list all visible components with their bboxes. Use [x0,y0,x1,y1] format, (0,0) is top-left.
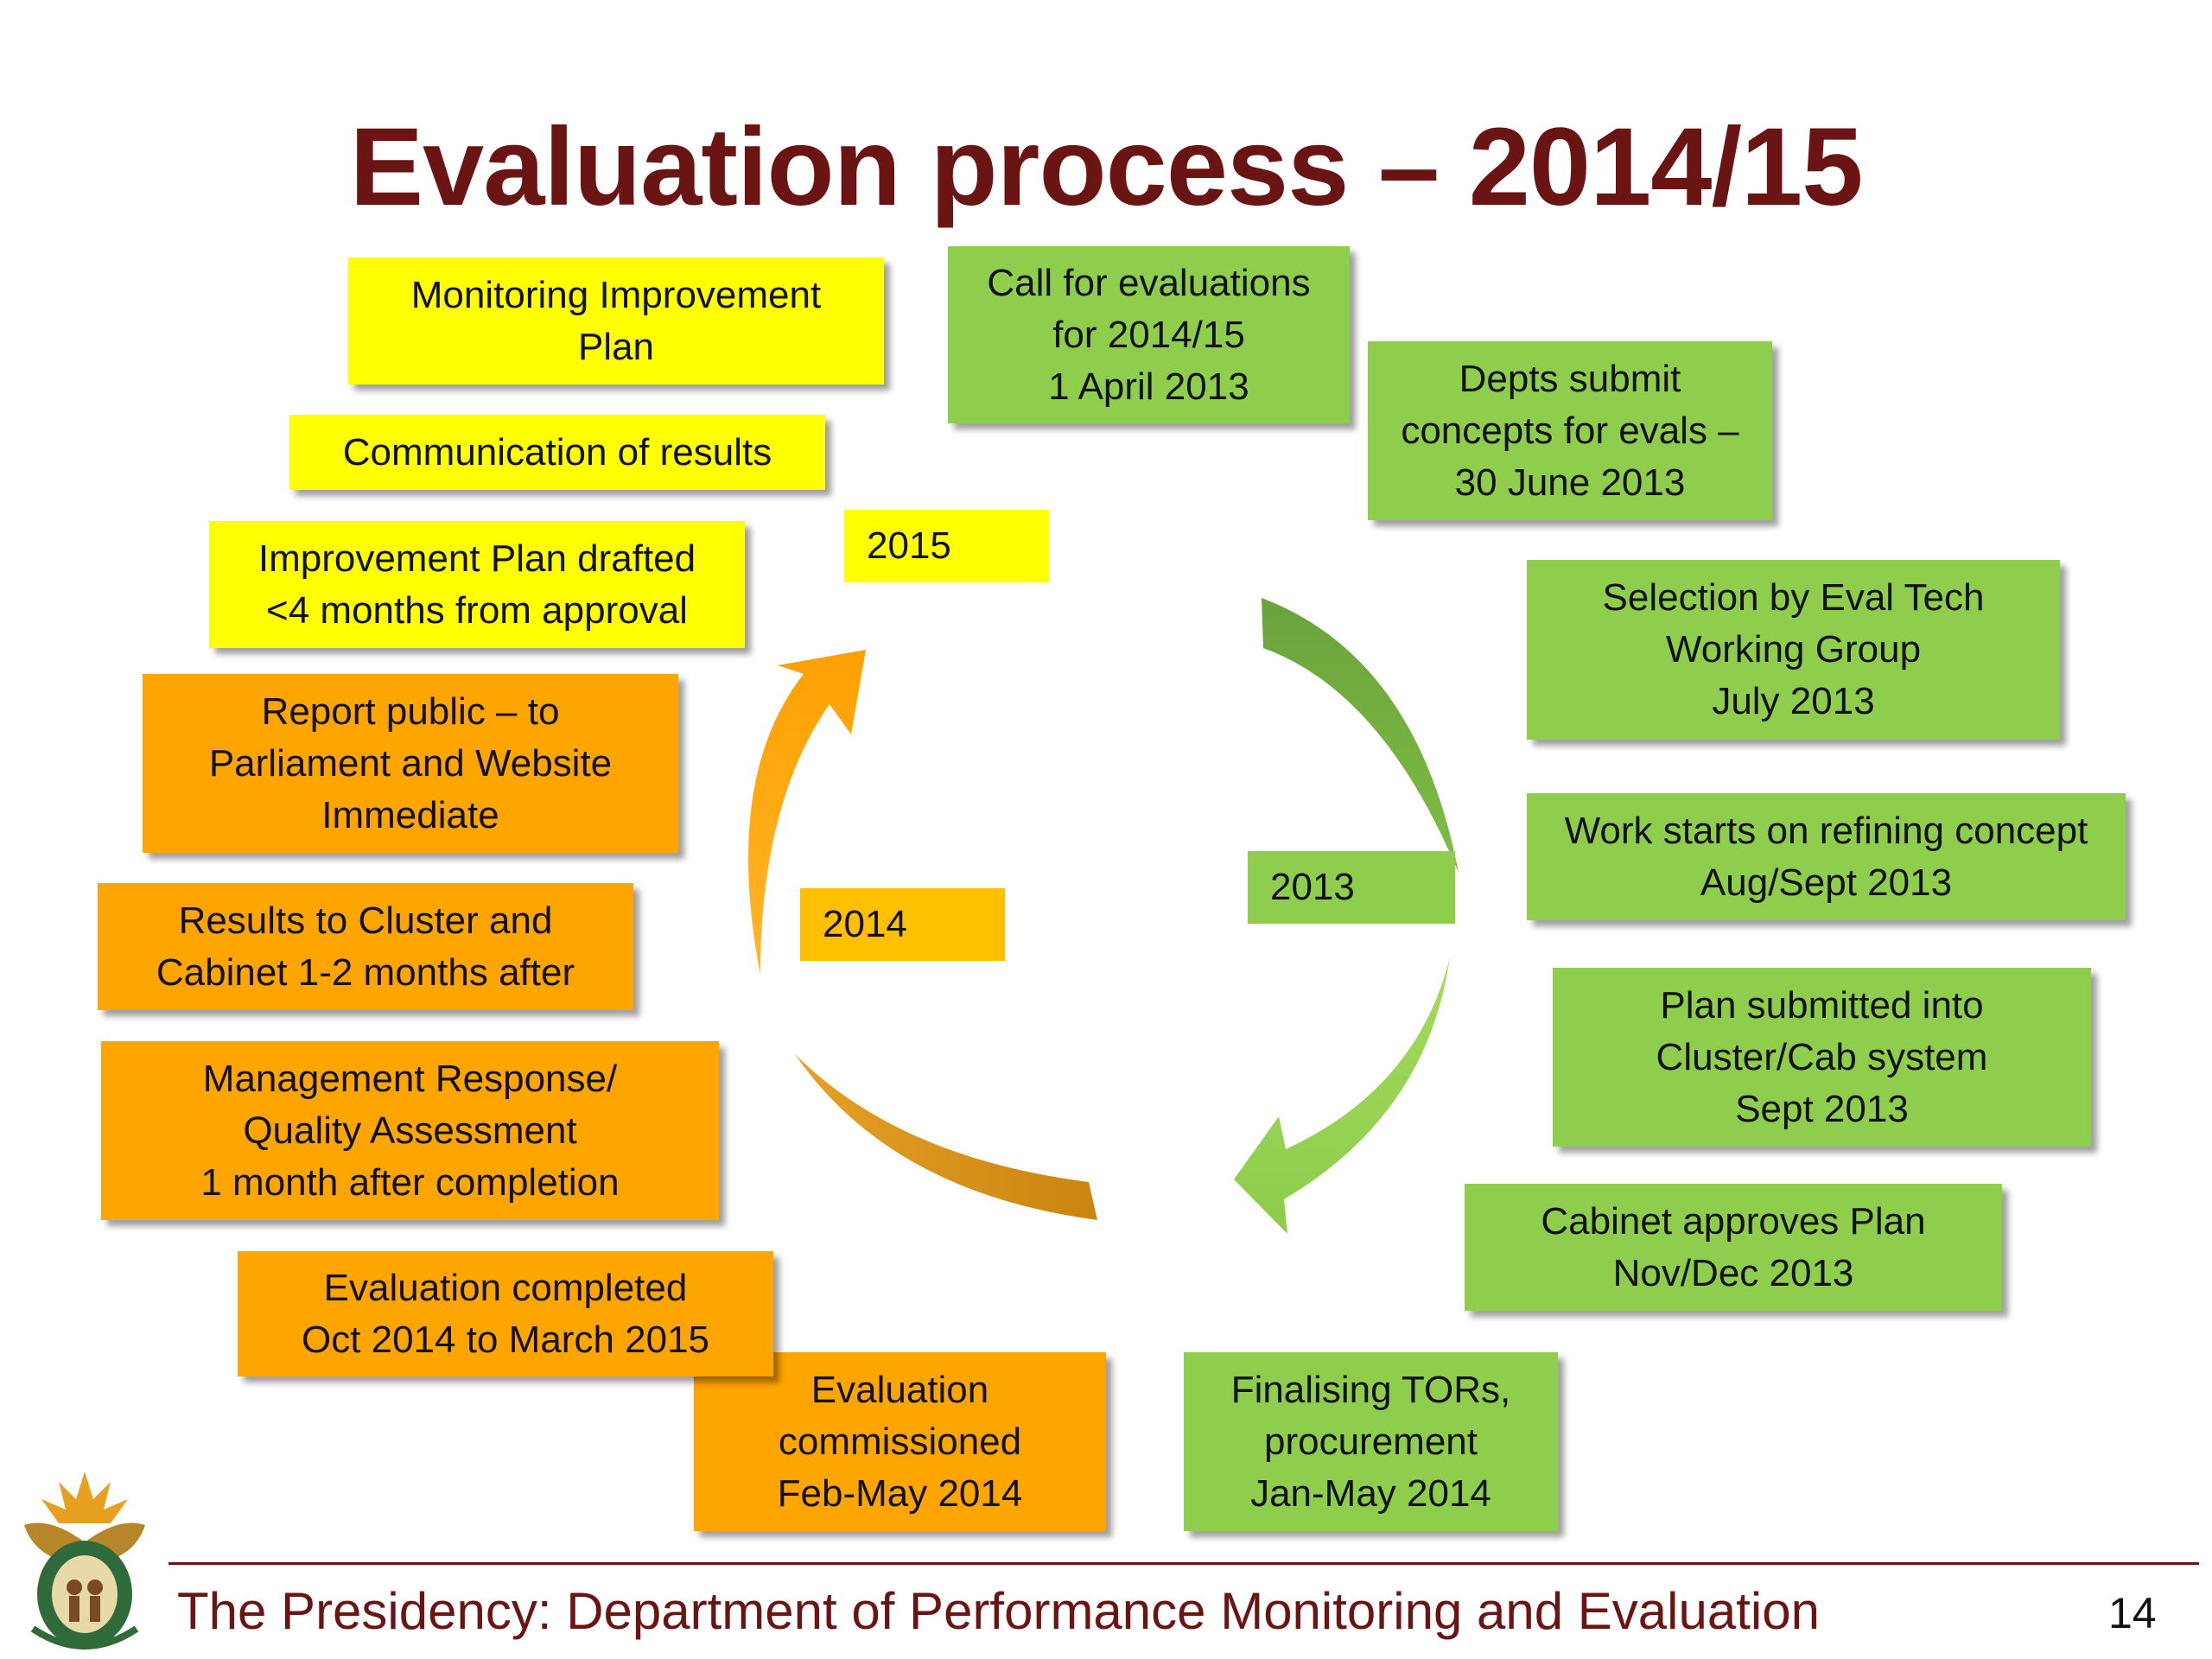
step-report-public: Report public – to Parliament and Websit… [143,674,678,853]
footer-divider [168,1562,2199,1565]
arrow-segment-top-right [1262,598,1459,873]
year-label-2014: 2014 [800,888,1005,961]
step-call-for-evaluations: Call for evaluations for 2014/15 1 April… [948,246,1350,423]
step-management-response: Management Response/ Quality Assessment … [101,1041,719,1220]
year-label-2015: 2015 [844,510,1049,582]
step-cabinet-approves-plan: Cabinet approves Plan Nov/Dec 2013 [1465,1184,2002,1311]
step-selection-eval-tech: Selection by Eval Tech Working Group Jul… [1527,560,2060,740]
arrow-segment-left [747,650,866,975]
step-evaluation-commissioned: Evaluation commissioned Feb-May 2014 [694,1352,1106,1531]
footer-text: The Presidency: Department of Performanc… [177,1582,1820,1640]
page-number: 14 [2108,1589,2157,1637]
step-plan-submitted: Plan submitted into Cluster/Cab system S… [1553,968,2091,1147]
step-evaluation-completed: Evaluation completed Oct 2014 to March 2… [238,1251,773,1376]
step-monitoring-improvement-plan: Monitoring Improvement Plan [348,257,884,385]
step-finalising-tors: Finalising TORs, procurement Jan-May 201… [1184,1352,1558,1531]
step-work-starts-refining: Work starts on refining concept Aug/Sept… [1527,793,2126,920]
step-improvement-plan-drafted: Improvement Plan drafted <4 months from … [209,521,745,648]
coat-of-arms-logo [24,1471,145,1649]
page-title: Evaluation process – 2014/15 [349,105,1864,229]
step-communication-of-results: Communication of results [289,415,825,490]
step-results-to-cluster: Results to Cluster and Cabinet 1-2 month… [98,883,633,1010]
arrow-segment-bottom [795,1054,1097,1220]
year-label-2013: 2013 [1248,851,1455,924]
step-depts-submit-concepts: Depts submit concepts for evals – 30 Jun… [1368,341,1772,520]
arrow-segment-bottom-right [1234,957,1450,1234]
